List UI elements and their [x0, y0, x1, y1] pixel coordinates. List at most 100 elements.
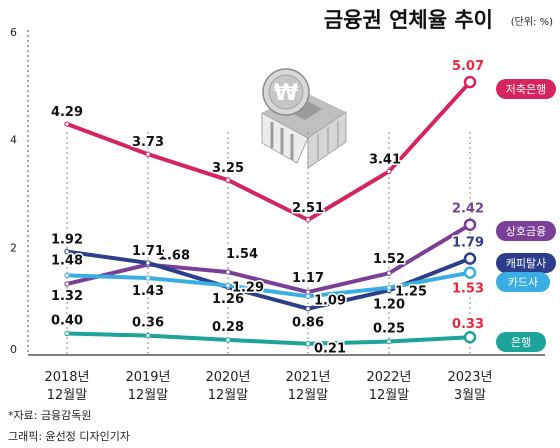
data-label: 2.51 [292, 201, 324, 216]
data-label: 0.86 [292, 316, 324, 331]
data-label: 5.07 [452, 59, 484, 74]
series-line [65, 331, 472, 346]
data-point [64, 121, 70, 127]
x-tick-label: 12월말 [288, 388, 329, 403]
legend-item: 저축은행 [496, 79, 556, 99]
legend-label: 상호금융 [506, 225, 546, 238]
data-label: 0.28 [212, 320, 244, 335]
data-point [463, 252, 477, 265]
x-tick-label: 2020년 [205, 370, 250, 385]
y-tick-label: 4 [10, 134, 17, 147]
data-point [463, 75, 477, 89]
legend-item: 은행 [496, 332, 546, 352]
series-line [65, 270, 472, 299]
data-point [463, 218, 477, 231]
svg-text:₩: ₩ [274, 81, 298, 106]
x-tick-label: 12월말 [47, 388, 88, 403]
data-point [225, 337, 231, 343]
legend-swatch [496, 221, 556, 241]
data-point [386, 270, 392, 276]
data-point [463, 330, 477, 344]
data-label: 1.54 [226, 247, 258, 262]
data-point [145, 260, 151, 266]
y-axis: 0 2 4 6 [10, 26, 545, 356]
legend-label: 은행 [511, 336, 531, 349]
legend-label: 저축은행 [506, 83, 546, 96]
data-point [305, 293, 311, 300]
data-point [225, 177, 231, 183]
legend-swatch [496, 79, 556, 99]
data-label: 0.40 [51, 313, 83, 328]
legend-swatch [496, 253, 556, 273]
chart-title: 금융권 연체율 추이 [324, 8, 493, 32]
data-label: 1.26 [212, 292, 244, 307]
data-point [64, 272, 70, 279]
data-point [64, 248, 70, 255]
y-tick-label: 6 [10, 26, 17, 39]
data-label: 1.53 [452, 282, 484, 297]
data-point [305, 340, 311, 347]
y-tick-label: 2 [10, 241, 17, 254]
data-label: 0.36 [132, 316, 164, 331]
data-label: 3.25 [212, 161, 244, 176]
data-point [463, 266, 477, 279]
data-point [386, 168, 392, 175]
source-note: *자료: 금융감독원 [8, 409, 92, 422]
data-label: 1.29 [232, 281, 264, 296]
legend-swatch [496, 332, 546, 352]
data-point [305, 306, 311, 312]
x-tick-label: 12월말 [208, 388, 249, 403]
data-label: 1.52 [373, 252, 405, 267]
chart-unit: (단위: %) [511, 15, 553, 28]
data-label: 2.42 [452, 202, 484, 217]
data-point [64, 330, 70, 337]
data-label: 1.71 [132, 244, 164, 259]
data-label: 1.09 [314, 293, 346, 308]
series-저축은행: 4.29 3.73 3.25 2.51 3.41 5.07 [49, 58, 486, 223]
x-tick-label: 12월말 [369, 388, 410, 403]
legend-item: 상호금융 [496, 221, 556, 241]
y-tick-label: 0 [10, 343, 17, 356]
legend-item: 카드사 [496, 272, 550, 292]
bank-building-icon: ₩ [261, 68, 347, 169]
legend-swatch [496, 272, 550, 292]
series-상호금융: 1.32 1.68 1.54 1.17 1.52 2.42 [49, 200, 485, 305]
x-tick-label: 12월말 [128, 388, 169, 403]
data-label: 0.25 [373, 322, 405, 337]
data-label: 0.33 [452, 317, 484, 332]
series-line [65, 222, 472, 295]
data-label: 0.21 [314, 342, 346, 357]
x-tick-label: 3월말 [454, 388, 486, 403]
x-tick-label: 2019년 [125, 370, 170, 385]
data-label: 1.17 [292, 271, 324, 286]
data-point [145, 275, 151, 281]
x-tick-label: 2023년 [447, 370, 492, 385]
x-tick-label: 2021년 [285, 370, 330, 385]
series-layer: 4.29 3.73 3.25 2.51 3.41 5.07 1.32 1.68 1.54 1.17… [49, 58, 486, 359]
data-point [386, 285, 392, 291]
x-tick-label: 2018년 [44, 370, 89, 385]
x-axis-labels: 2018년 12월말 2019년 12월말 2020년 12월말 2021년 12월말 2022… [44, 370, 492, 403]
data-label: 1.79 [452, 236, 484, 251]
legend-label: 캐피탈사 [506, 257, 546, 270]
legend-label: 카드사 [508, 276, 538, 289]
data-point [305, 217, 311, 223]
x-guides [66, 132, 471, 355]
x-tick-label: 2022년 [366, 370, 411, 385]
series-카드사: 1.48 1.43 1.29 1.09 1.25 1.53 [49, 252, 485, 310]
data-label: 1.92 [51, 233, 83, 248]
data-point [145, 332, 151, 339]
legend-item: 캐피탈사 [496, 253, 556, 273]
data-point [225, 269, 231, 275]
series-은행: 0.40 0.36 0.28 0.21 0.25 0.33 [49, 312, 485, 358]
data-label: 1.25 [395, 285, 427, 300]
data-point [386, 338, 392, 345]
data-point [145, 151, 151, 157]
data-label: 1.68 [158, 249, 190, 264]
data-label: 1.48 [51, 253, 83, 268]
series-line [65, 80, 472, 222]
data-point [305, 289, 311, 295]
data-point [225, 282, 231, 289]
